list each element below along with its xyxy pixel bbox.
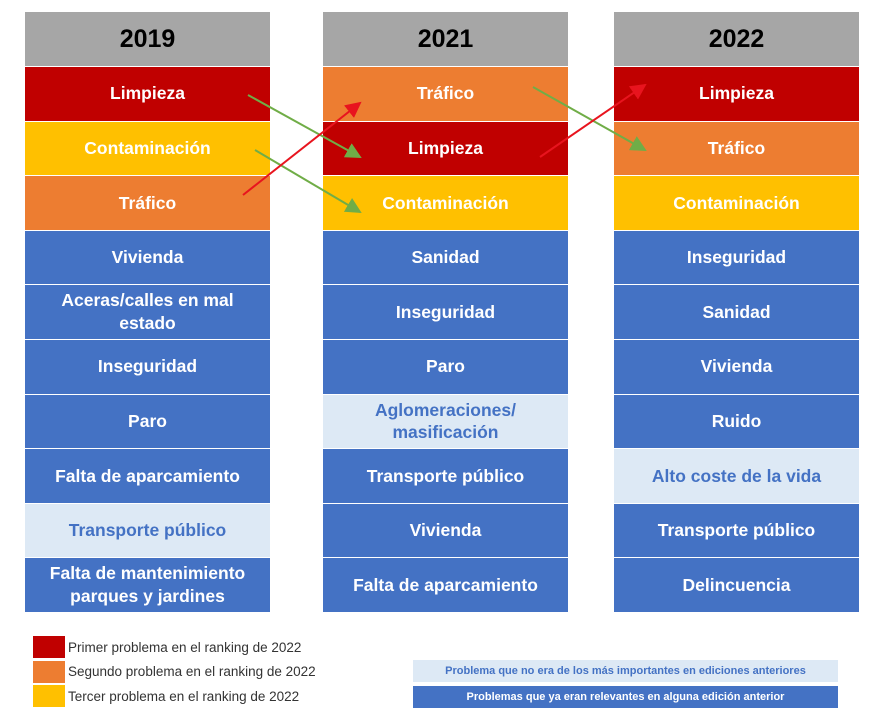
problem-cell: Inseguridad: [614, 230, 859, 285]
arrow: [539, 83, 647, 158]
year-column: 2022 Limpieza Tráfico Contaminación Inseguri…: [614, 12, 859, 612]
problem-cell: Tráfico: [323, 67, 568, 121]
problem-cell: Transporte público: [323, 449, 568, 503]
arrow: [242, 101, 362, 196]
problem-cell: Tráfico: [25, 176, 270, 230]
problem-cell: Limpieza: [25, 67, 270, 121]
problem-cell: Transporte público: [25, 503, 270, 558]
problem-cell: Vivienda: [614, 339, 859, 394]
legend-label: Tercer problema en el ranking de 2022: [68, 688, 300, 704]
problem-cell: Limpieza: [614, 67, 859, 121]
problem-cell: Transporte público: [614, 503, 859, 558]
year-header: 2019: [25, 12, 270, 66]
problem-cell: Inseguridad: [323, 285, 568, 339]
problem-cell: Contaminación: [614, 176, 859, 230]
arrow: [247, 94, 362, 158]
problem-cell: Falta de aparcamiento: [25, 449, 270, 503]
problem-cell: Contaminación: [25, 121, 270, 176]
year-header: 2022: [614, 12, 859, 66]
arrow: [254, 149, 362, 214]
problem-cell: Paro: [323, 339, 568, 394]
problem-cell: Falta de aparcamiento: [323, 558, 568, 612]
arrow: [532, 86, 647, 151]
year-column: 2021 Tráfico Limpieza Contaminación Sanidad I…: [323, 12, 568, 612]
problem-cell: Ruido: [614, 394, 859, 449]
problem-cell: Inseguridad: [25, 339, 270, 394]
problem-cell: Paro: [25, 394, 270, 449]
problem-cell: Vivienda: [25, 230, 270, 285]
problem-cell: Contaminación: [323, 176, 568, 230]
problem-cell: Delincuencia: [614, 558, 859, 612]
problem-cell: Tráfico: [614, 121, 859, 176]
legend-box: Problema que no era de los más important…: [413, 660, 838, 682]
legend-box: Problemas que ya eran relevantes en algu…: [413, 686, 838, 708]
legend-label: Primer problema en el ranking de 2022: [68, 639, 302, 655]
problem-cell: Vivienda: [323, 503, 568, 558]
legend-swatch: [33, 685, 65, 707]
legend-swatch: [33, 660, 65, 683]
legend-label: Segundo problema en el ranking de 2022: [68, 664, 316, 679]
problem-cell: Limpieza: [323, 121, 568, 176]
problem-cell: Sanidad: [323, 230, 568, 285]
year-header: 2021: [323, 12, 568, 66]
legend-swatch: [33, 636, 65, 658]
problem-cell: Sanidad: [614, 285, 859, 339]
problem-cell: Aglomeraciones/ masificación: [323, 394, 568, 449]
problem-cell: Aceras/calles en mal estado: [25, 285, 270, 339]
problem-cell: Alto coste de la vida: [614, 449, 859, 503]
year-column: 2019 Limpieza Contaminación Tráfico Vivienda…: [25, 12, 270, 612]
problem-cell: Falta de mantenimiento parques y jardine…: [25, 558, 270, 612]
